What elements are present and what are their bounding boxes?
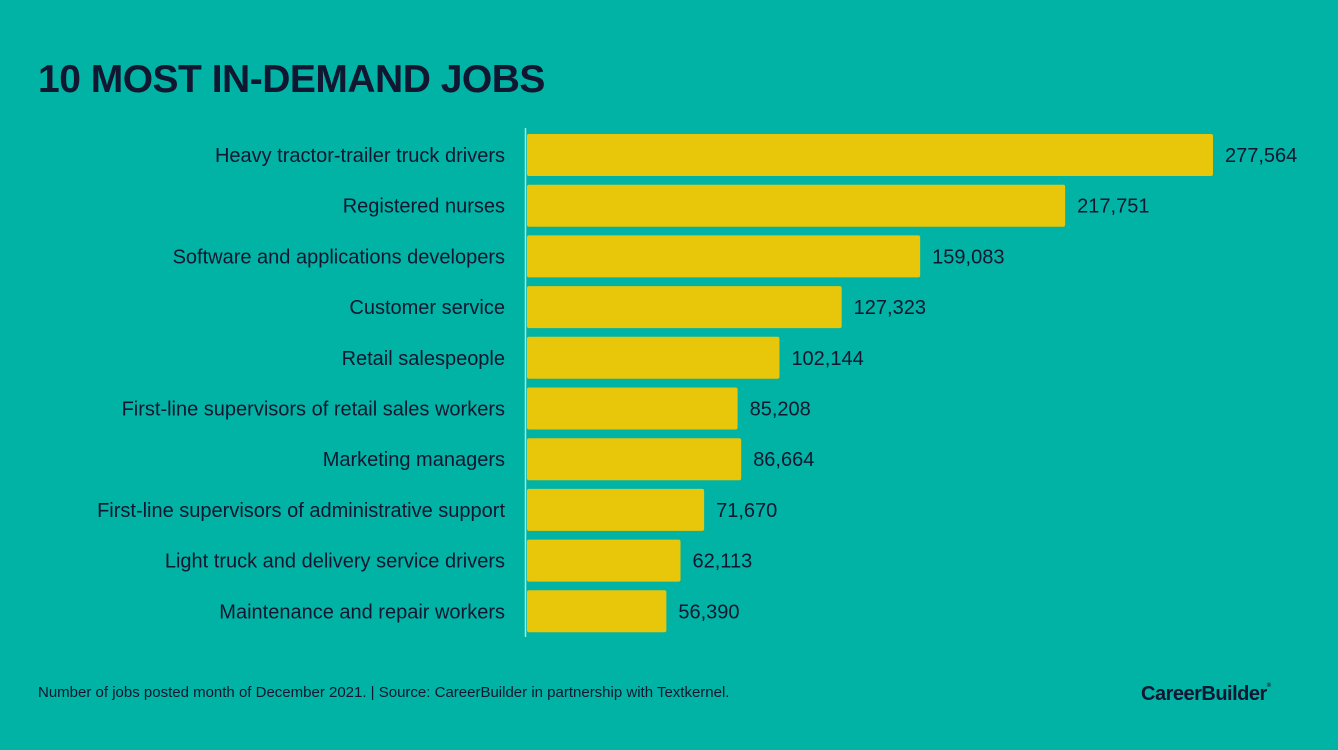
value-label: 56,390: [678, 601, 739, 623]
bar: [527, 134, 1213, 176]
value-label: 85,208: [750, 399, 811, 421]
category-label: First-line supervisors of retail sales w…: [122, 399, 505, 421]
value-label: 102,144: [791, 348, 863, 370]
footnote: Number of jobs posted month of December …: [38, 684, 730, 701]
bar: [527, 336, 780, 379]
value-label: 127,323: [854, 297, 926, 319]
value-label: 217,751: [1077, 196, 1149, 218]
category-label: Maintenance and repair workers: [219, 601, 505, 623]
bar: [527, 235, 921, 278]
chart-title: 10 MOST IN-DEMAND JOBS: [38, 58, 545, 101]
value-label: 62,113: [693, 551, 753, 573]
careerbuilder-logo: CareerBuilder®: [1141, 683, 1271, 706]
bar-chart: Heavy tractor-trailer truck drivers 277,5…: [97, 128, 1297, 637]
category-label: Registered nurses: [343, 196, 505, 218]
value-label: 277,564: [1225, 145, 1297, 167]
logo-text: CareerBuilder: [1141, 683, 1267, 705]
category-label: Retail salespeople: [342, 348, 505, 370]
category-label: Light truck and delivery service drivers: [165, 551, 505, 573]
registered-mark: ®: [1266, 683, 1271, 689]
bar: [527, 590, 667, 633]
bar: [527, 286, 842, 329]
category-label: Customer service: [349, 297, 505, 319]
bar: [527, 488, 705, 531]
category-label: Heavy tractor-trailer truck drivers: [215, 145, 505, 167]
category-label: First-line supervisors of administrative…: [97, 500, 505, 522]
value-label: 159,083: [932, 246, 1004, 268]
category-label: Marketing managers: [323, 449, 505, 471]
bar: [527, 438, 742, 481]
bar: [527, 184, 1066, 227]
bar: [527, 539, 681, 582]
value-label: 71,670: [716, 500, 777, 522]
value-label: 86,664: [753, 449, 814, 471]
category-label: Software and applications developers: [173, 246, 505, 268]
bar: [527, 387, 738, 430]
